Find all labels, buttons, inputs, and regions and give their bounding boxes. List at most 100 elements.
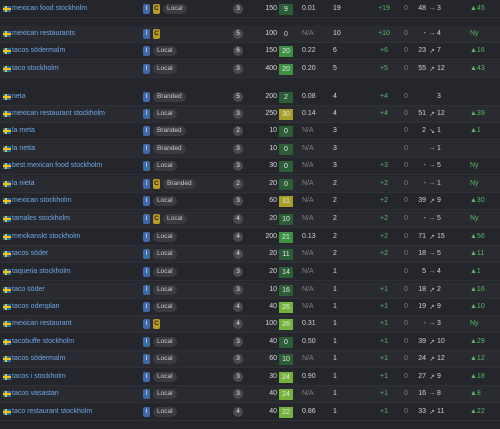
rank-change: Ny — [470, 162, 479, 169]
position-value: 6 — [333, 47, 337, 54]
table-row: taco stockholm I Local 3 400 20 0.20 5 +5 0 55 ↗ 12 ▲… — [0, 61, 500, 78]
keyword-link[interactable]: tacos söder — [12, 250, 49, 257]
serp-feature-tag: Local — [153, 249, 177, 259]
intent-informational-badge: I — [143, 29, 150, 39]
rank-change: ▲29 — [470, 338, 485, 345]
row-divider — [0, 209, 500, 210]
position-value: 1 — [333, 373, 337, 380]
intent-count-badge: 3 — [233, 389, 243, 399]
keyword-link[interactable]: tacobuffe stockholm — [12, 338, 75, 345]
previous-position: - — [423, 162, 426, 169]
keyword-link[interactable]: mexican restaurant stockholm — [12, 110, 105, 117]
sweden-flag-icon — [3, 321, 11, 327]
keyword-link[interactable]: mexican stockholm — [12, 197, 72, 204]
keyword-link[interactable]: mexican restaurant — [12, 320, 72, 327]
sweden-flag-icon — [3, 269, 11, 275]
intent-count-badge: 3 — [233, 267, 243, 277]
keyword-difficulty-badge: 24 — [279, 372, 293, 383]
keyword-link[interactable]: tamales stockholm — [12, 215, 70, 222]
results-value: 0 — [404, 65, 408, 72]
position-value: 1 — [333, 408, 337, 415]
position-change: +3 — [380, 162, 388, 169]
position-change: +4 — [380, 93, 388, 100]
serp-feature-tag: Local — [153, 302, 177, 312]
serp-feature-tag: Local — [153, 372, 177, 382]
current-position: 5 — [437, 250, 441, 257]
position-change: +5 — [380, 65, 388, 72]
search-volume: 150 — [265, 47, 277, 54]
cpc-value: 0.31 — [302, 320, 316, 327]
sweden-flag-icon — [3, 48, 11, 54]
keyword-difficulty-badge: 0 — [284, 31, 288, 38]
position-value: 3 — [333, 127, 337, 134]
rank-change: ▲43 — [470, 65, 485, 72]
previous-position: 27 — [418, 373, 426, 380]
position-change: +2 — [380, 180, 388, 187]
rank-change: Ny — [470, 180, 479, 187]
previous-position: 33 — [418, 408, 426, 415]
current-position: 3 — [437, 93, 441, 100]
trend-arrow-icon: ↗ — [429, 409, 435, 416]
keyword-link[interactable]: mexican food stockholm — [12, 5, 88, 12]
cpc-value: 0.20 — [302, 65, 316, 72]
intent-informational-badge: I — [143, 161, 150, 171]
keyword-difficulty-badge: 20 — [279, 46, 293, 57]
intent-informational-badge: I — [143, 179, 150, 189]
position-value: 1 — [333, 390, 337, 397]
previous-position: - — [423, 320, 426, 327]
trend-arrow-icon: → — [428, 215, 436, 222]
current-position: 4 — [437, 268, 441, 275]
cpc-value: N/A — [302, 162, 314, 169]
keyword-link[interactable]: tacos odenplan — [12, 303, 60, 310]
search-volume: 20 — [269, 268, 277, 275]
row-divider — [0, 157, 500, 158]
cpc-value: N/A — [302, 303, 314, 310]
keyword-link[interactable]: taco restaurant stockholm — [12, 408, 93, 415]
previous-position: 48 — [418, 5, 426, 12]
table-row: tamales stockholm I C Local 4 20 10 N/A 2 +2 0 - → 5 N… — [0, 211, 500, 228]
serp-feature-tag: Branded — [153, 92, 186, 102]
keyword-link[interactable]: mexican restaurants — [12, 30, 76, 37]
results-value: 0 — [404, 233, 408, 240]
serp-feature-tag: Local — [153, 389, 177, 399]
trend-arrow-icon: → — [428, 250, 436, 257]
search-volume: 20 — [269, 180, 277, 187]
cpc-value: N/A — [302, 180, 314, 187]
current-position: 1 — [437, 180, 441, 187]
sweden-flag-icon — [3, 111, 11, 117]
keyword-link[interactable]: best mexican food stockholm — [12, 162, 103, 169]
rank-change: ▲22 — [470, 408, 485, 415]
trend-arrow-icon: ↗ — [429, 374, 435, 381]
intent-count-badge: 3 — [233, 4, 243, 14]
position-change: +4 — [380, 110, 388, 117]
previous-position: 55 — [418, 65, 426, 72]
table-row: taco söder I Local 3 10 16 N/A 1 +1 0 18 ↗ 2 ▲16 — [0, 282, 500, 299]
keyword-link[interactable]: mexikanskt stockholm — [12, 233, 81, 240]
keyword-link[interactable]: la netta — [12, 145, 35, 152]
sweden-flag-icon — [3, 304, 11, 310]
keyword-link[interactable]: tacos södermalm — [12, 47, 66, 54]
keyword-link[interactable]: tacos vasastan — [12, 390, 59, 397]
keyword-difficulty-badge: 2 — [279, 92, 293, 103]
keyword-link[interactable]: la meta — [12, 127, 35, 134]
table-row: tacos södermalm I Local 3 60 10 N/A 1 +1 0 24 ↗ 12 ▲1… — [0, 351, 500, 368]
search-volume: 40 — [269, 338, 277, 345]
position-change: +6 — [380, 47, 388, 54]
sweden-flag-icon — [3, 356, 11, 362]
table-row: tacos i stockholm I Local 3 30 24 0.90 1 +1 0 27 ↗ 9… — [0, 369, 500, 386]
keyword-link[interactable]: taco stockholm — [12, 65, 59, 72]
keyword-difficulty-badge: 0 — [279, 161, 293, 172]
keyword-link[interactable]: neta — [12, 93, 26, 100]
keyword-link[interactable]: taco söder — [12, 286, 45, 293]
keyword-link[interactable]: la nieta — [12, 180, 35, 187]
cpc-value: 0.50 — [302, 338, 316, 345]
cpc-value: N/A — [302, 127, 314, 134]
keyword-link[interactable]: tacos i stockholm — [12, 373, 66, 380]
trend-arrow-icon: ↘ — [429, 128, 435, 135]
keyword-link[interactable]: taqueria stockholm — [12, 268, 71, 275]
position-change: +1 — [380, 408, 388, 415]
keyword-link[interactable]: tacos södermalm — [12, 355, 66, 362]
rank-change: ▲12 — [470, 355, 485, 362]
row-divider — [0, 77, 500, 78]
results-value: 0 — [404, 145, 408, 152]
